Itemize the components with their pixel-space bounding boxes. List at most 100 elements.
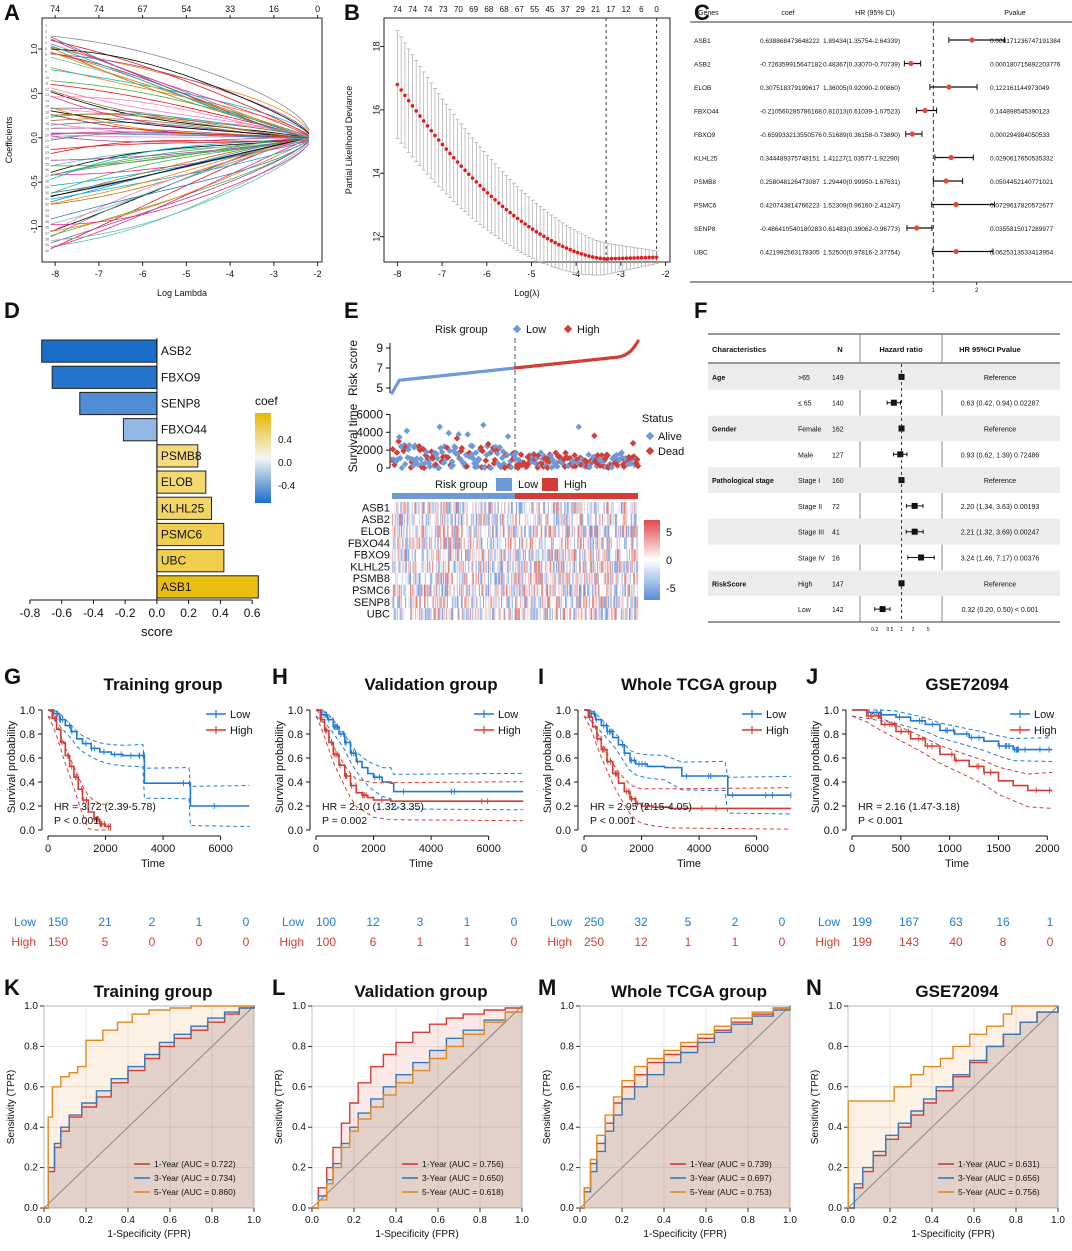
heatmap-cell (496, 584, 498, 597)
y-axis-label: Sensitivity (TPR) (6, 1070, 17, 1144)
heatmap-cell (451, 608, 453, 620)
heatmap-cell (558, 525, 560, 538)
y-tick-label: 7 (376, 361, 383, 375)
hr-point (948, 154, 954, 161)
lasso-coefficient-paths-chart: -8 -7 -6 -5 -4 -3 -2-1.0-0.50.00.51.074 74 67 54 3… (4, 4, 323, 298)
gene-label: UBC (694, 250, 708, 257)
heatmap-cell (551, 549, 553, 561)
heatmap-cell (592, 608, 594, 620)
heatmap-cell (513, 584, 515, 597)
x-axis-label: Time (141, 858, 165, 870)
n-value: 41 (832, 530, 840, 537)
heatmap-cell (419, 513, 421, 526)
heatmap-cell (512, 561, 514, 573)
heatmap-cell (565, 549, 567, 561)
heatmap-cell (544, 525, 546, 538)
heatmap-cell (492, 561, 494, 573)
heatmap-cell (631, 584, 633, 597)
deviance-point (500, 204, 505, 209)
roc-curve-3-year (848, 1006, 1059, 1209)
heatmap-cell (423, 596, 425, 609)
heatmap-cell (414, 596, 416, 609)
heatmap-cell (516, 502, 518, 514)
heatmap-cell (419, 584, 421, 597)
x-tick-label: 0.2 (180, 606, 197, 620)
heatmap-cell (510, 608, 512, 620)
heatmap-cell (509, 584, 511, 597)
heatmap-cell (403, 561, 405, 573)
heatmap-cell (475, 537, 477, 550)
heatmap-cell (543, 502, 545, 514)
coef-value: 0.344489375748151 (760, 156, 820, 163)
coefficient-path (50, 137, 309, 197)
heatmap-cell (613, 513, 615, 526)
heatmap-cell (489, 561, 491, 573)
hr-value: 1.89434(1.35754-2.64339) (823, 38, 900, 45)
heatmap-cell (399, 513, 401, 526)
heatmap-cell (539, 561, 541, 573)
heatmap-cell (558, 502, 560, 514)
heatmap-cell (633, 525, 635, 538)
heatmap-cell (434, 513, 436, 526)
heatmap-cell (624, 584, 626, 597)
heatmap-cell (466, 549, 468, 561)
heatmap-cell (604, 513, 606, 526)
heatmap-cell (496, 561, 498, 573)
risk-table-value: 12 (634, 935, 648, 949)
heatmap-cell (530, 525, 532, 538)
heatmap-cell (461, 525, 463, 538)
survival-point (400, 447, 407, 455)
heatmap-cell (461, 596, 463, 609)
heatmap-cell (618, 525, 620, 538)
ci-lower-high (315, 715, 524, 822)
diagonal-reference (311, 1005, 523, 1209)
heatmap-cell (621, 561, 623, 573)
heatmap-cell (574, 537, 576, 550)
heatmap-cell (451, 572, 453, 585)
heatmap-cell (601, 608, 603, 620)
x-tick-label: 1.0 (515, 1215, 529, 1226)
heatmap-cell (577, 584, 579, 597)
n-value: 127 (832, 452, 844, 459)
heatmap-cell (580, 584, 582, 597)
heatmap-cell (583, 502, 585, 514)
roc-title: GSE72094 (915, 982, 999, 1001)
panel-letter-l: L (272, 975, 286, 1000)
coefficient-path (50, 91, 309, 138)
heatmap-cell (531, 608, 533, 620)
heatmap-cell (533, 608, 535, 620)
heatmap-cell (586, 572, 588, 585)
hr-value: 0.48367(0.33070-0.70739) (823, 62, 900, 69)
heatmap-cell (502, 561, 504, 573)
heatmap-cell (428, 584, 430, 597)
heatmap-cell (604, 525, 606, 538)
coefficient-bar-chart: ASB2FBXO9SENP8FBXO44PSMB8ELOBKLHL25PSMC6… (20, 338, 296, 639)
heatmap-cell (551, 502, 553, 514)
heatmap-cell (424, 572, 426, 585)
x-tick-label: 0.6 (699, 1215, 713, 1226)
heatmap-cell (409, 525, 411, 538)
heatmap-cell (626, 502, 628, 514)
panel-letter-f: F (694, 298, 708, 323)
heatmap-cell (617, 561, 619, 573)
heatmap-cell (560, 549, 562, 561)
survival-point (438, 448, 446, 456)
heatmap-cell (538, 584, 540, 597)
heatmap-cell (455, 502, 457, 514)
heatmap-cell (520, 596, 522, 609)
heatmap-cell (433, 502, 435, 514)
heatmap-cell (422, 502, 424, 514)
roc-curve-5-year (847, 1005, 1058, 1209)
heatmap-cell (629, 572, 631, 585)
coef-bar (41, 339, 158, 363)
heatmap-cell (628, 572, 630, 585)
heatmap-cell (456, 525, 458, 538)
heatmap-cell (395, 513, 397, 526)
heatmap-cell (410, 537, 412, 550)
heatmap-cell (483, 561, 485, 573)
column-header: N (837, 345, 842, 354)
y-tick-label: 1.0 (556, 705, 571, 717)
heatmap-cell (586, 549, 588, 561)
heatmap-cell (489, 525, 491, 538)
